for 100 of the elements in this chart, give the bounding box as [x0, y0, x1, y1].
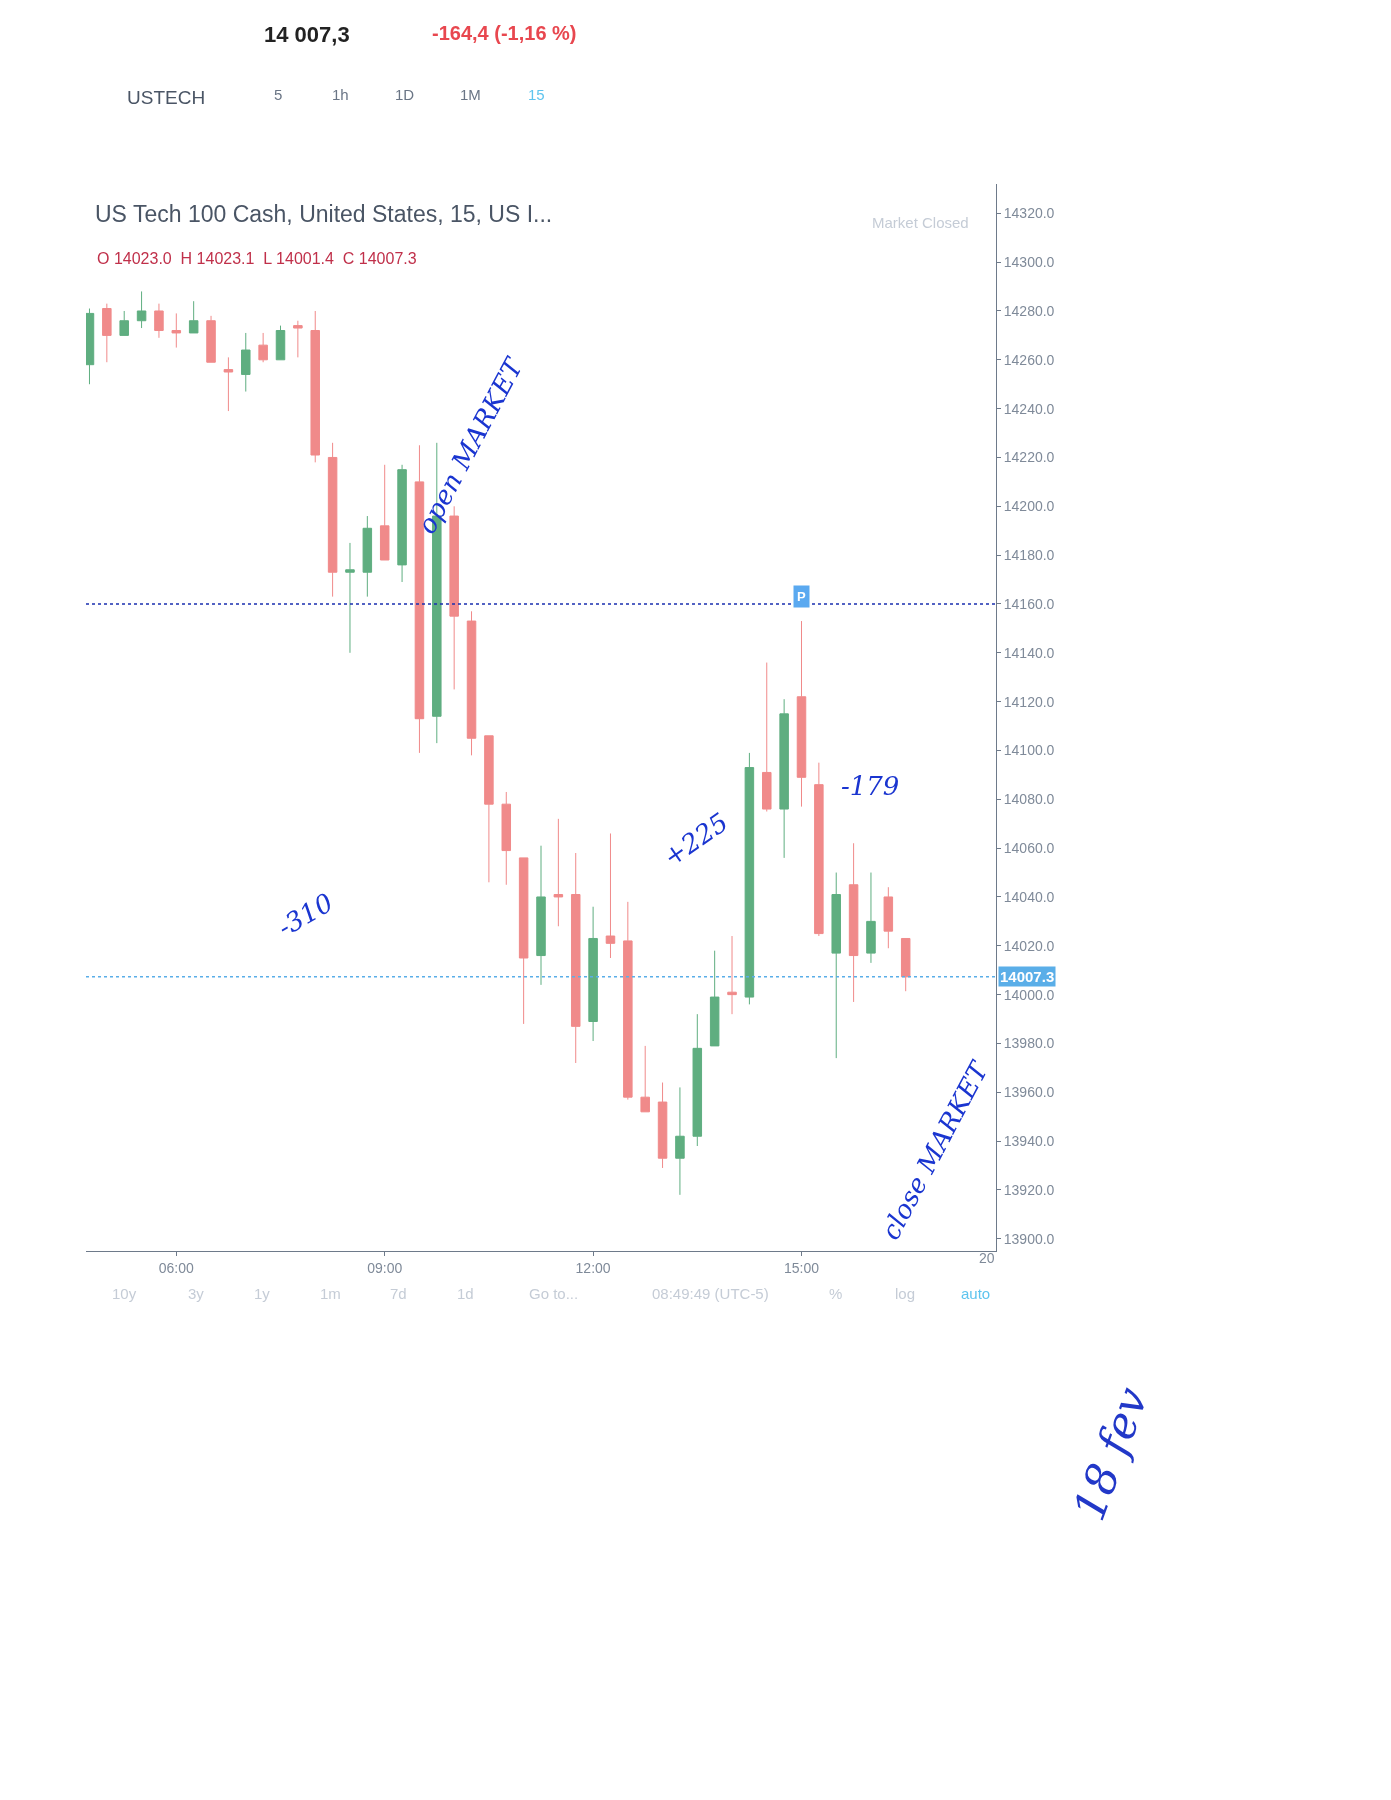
text: 7d	[390, 1285, 407, 1302]
candlestick	[258, 332, 268, 363]
text: 08:49:49 (UTC-5)	[652, 1285, 769, 1302]
candlestick	[518, 857, 529, 1025]
text: 1y	[254, 1285, 271, 1302]
candlestick	[466, 610, 477, 756]
candlestick	[345, 542, 355, 654]
candlestick	[362, 515, 373, 598]
candlestick	[379, 464, 390, 561]
text: USTECH	[127, 87, 206, 108]
candlestick	[657, 1082, 668, 1169]
y-tick-label: 13920.0	[1003, 1181, 1055, 1198]
y-tick-label: 14060.0	[1003, 840, 1055, 857]
text: Go to...	[529, 1285, 579, 1302]
annotation: P	[797, 589, 806, 604]
y-tick-label: 14020.0	[1003, 937, 1055, 954]
candlestick	[605, 832, 616, 959]
candlestick	[814, 762, 824, 937]
y-tick-label: 14220.0	[1003, 449, 1055, 466]
y-tick-label: 14140.0	[1003, 644, 1055, 661]
annotation: 20	[979, 1250, 995, 1266]
candlestick	[293, 320, 303, 358]
candlestick	[86, 308, 95, 385]
y-tick-label: 13940.0	[1003, 1133, 1055, 1150]
annotation: Market Closed	[872, 214, 969, 231]
candlestick	[171, 312, 182, 349]
candlestick	[900, 937, 911, 992]
candlestick	[866, 872, 876, 964]
y-tick-label: 14200.0	[1003, 498, 1055, 515]
candlestick	[640, 1045, 650, 1113]
y-tick-label: 13960.0	[1003, 1084, 1055, 1101]
y-tick-label: 14180.0	[1003, 547, 1055, 564]
y-tick-label: 14260.0	[1003, 351, 1055, 368]
candlestick	[188, 300, 199, 334]
text: 1D	[395, 86, 415, 103]
candlestick	[709, 950, 720, 1047]
candlestick	[762, 662, 772, 812]
candlestick	[414, 444, 425, 754]
text: 14 007,3	[264, 22, 350, 47]
candlestick	[744, 752, 755, 1005]
candlestick	[588, 906, 598, 1042]
candlestick	[136, 290, 147, 329]
text: 1M	[460, 86, 481, 103]
candlestick	[848, 842, 859, 1003]
candlestick	[779, 698, 789, 859]
candlestick	[154, 303, 164, 339]
candlestick	[397, 464, 407, 583]
text: 15	[528, 86, 545, 103]
candlestick	[223, 356, 234, 412]
y-tick-label: 14320.0	[1003, 205, 1055, 222]
x-tick-label: 15:00	[783, 1259, 820, 1276]
text: 1d	[457, 1285, 474, 1302]
y-tick-label: 14300.0	[1003, 254, 1055, 271]
y-tick-label: 14240.0	[1003, 400, 1055, 417]
y-tick-label: 14100.0	[1003, 742, 1055, 759]
x-tick-label: 09:00	[367, 1259, 403, 1276]
candlestick	[623, 901, 633, 1101]
candlestick	[119, 310, 129, 336]
text: US Tech 100 Cash, United States, 15, US I...	[95, 201, 553, 228]
candlestick	[796, 620, 807, 808]
annotation: -179	[841, 771, 900, 801]
candlestick	[206, 315, 216, 363]
candlestick	[536, 845, 546, 986]
text: 1h	[332, 86, 349, 103]
text: 10y	[112, 1285, 137, 1302]
y-tick-label: 14160.0	[1003, 595, 1055, 612]
y-tick-label: 14280.0	[1003, 302, 1055, 319]
candlestick	[553, 818, 564, 927]
x-tick-label: 06:00	[158, 1259, 195, 1276]
y-tick-label: 13900.0	[1003, 1230, 1055, 1247]
y-tick-label: 14120.0	[1003, 693, 1055, 710]
candlestick	[275, 325, 286, 361]
candlestick	[501, 791, 512, 886]
text: 1m	[320, 1285, 341, 1302]
candlestick	[831, 872, 841, 1059]
candlestick	[883, 886, 894, 949]
y-tick-label: 13980.0	[1003, 1035, 1055, 1052]
candlestick	[692, 1013, 703, 1147]
text: 18 fev	[1062, 1380, 1158, 1528]
annotation: -310	[272, 887, 338, 943]
y-tick-label: 14000.0	[1003, 986, 1055, 1003]
candlestick	[675, 1086, 685, 1196]
candlestick	[102, 303, 112, 363]
text: log	[895, 1285, 916, 1302]
text: %	[829, 1285, 843, 1302]
candlestick	[241, 332, 251, 393]
text: O 14023.0 H 14023.1 L 14001.4 C 14007.3	[97, 250, 417, 267]
text: 5	[274, 86, 283, 103]
candlestick	[727, 935, 737, 1015]
y-tick-label: 14040.0	[1003, 888, 1055, 905]
x-tick-label: 12:00	[575, 1259, 611, 1276]
candlestick	[570, 852, 581, 1064]
text: -164,4 (-1,16 %)	[432, 22, 577, 44]
candlestick	[310, 310, 320, 463]
candlestick	[484, 735, 494, 883]
text: 3y	[188, 1285, 205, 1302]
candlestick	[327, 442, 338, 598]
y-tick-label: 14080.0	[1003, 791, 1055, 808]
ref-line-label: 14007.3	[1000, 968, 1055, 985]
text: auto	[961, 1285, 991, 1302]
